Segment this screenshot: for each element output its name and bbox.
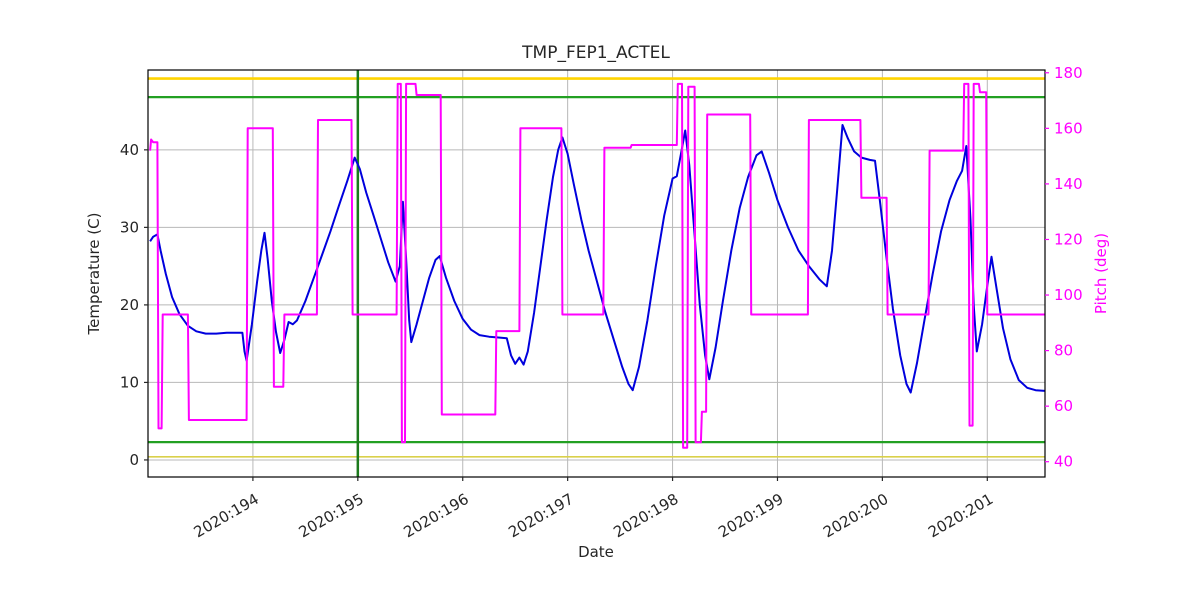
data-series <box>149 82 1045 449</box>
y-right-tick-label: 120 <box>1054 230 1083 248</box>
y-right-tick-label: 180 <box>1054 64 1083 82</box>
y-left-tick-label: 0 <box>129 451 139 469</box>
y-axis-label-left: Temperature (C) <box>85 213 103 336</box>
y-right-tick-label: 40 <box>1054 453 1073 471</box>
y-left-tick-label: 30 <box>120 218 139 236</box>
y-right-tick-label: 60 <box>1054 397 1073 415</box>
limit-lines <box>148 77 1045 458</box>
y-right-tick-label: 140 <box>1054 175 1083 193</box>
chart-title: TMP_FEP1_ACTEL <box>521 43 670 63</box>
plot-background <box>148 70 1045 477</box>
temperature-series-line <box>149 124 1045 394</box>
y-right-tick-label: 160 <box>1054 119 1083 137</box>
pitch-series-line <box>149 82 1045 449</box>
y-left-tick-label: 20 <box>120 296 139 314</box>
y-right-tick-label: 100 <box>1054 286 1083 304</box>
plot-frame <box>147 69 1046 478</box>
y-left-tick-label: 10 <box>120 373 139 391</box>
y-left-tick-label: 40 <box>120 141 139 159</box>
x-axis-label: Date <box>578 543 614 561</box>
y-axis-label-right: Pitch (deg) <box>1092 233 1110 314</box>
y-right-tick-label: 80 <box>1054 342 1073 360</box>
